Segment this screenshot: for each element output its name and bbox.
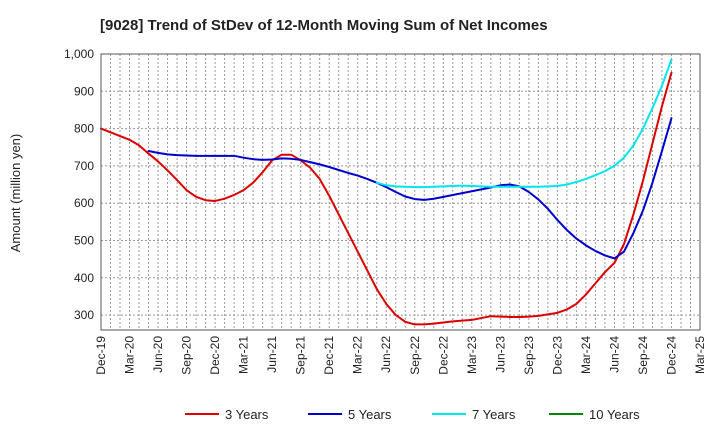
plot-area — [101, 54, 700, 330]
x-tick-label: Dec-22 — [436, 336, 450, 375]
x-tick-label: Dec-21 — [322, 336, 336, 375]
series-line-7-years — [375, 58, 673, 189]
y-tick-label: 900 — [74, 84, 94, 98]
legend: 3 Years 5 Years 7 Years 10 Years — [185, 407, 640, 422]
x-tick-label: Sep-20 — [180, 336, 194, 375]
series-lines — [100, 58, 673, 326]
plot-background — [101, 54, 700, 330]
y-tick-label: 400 — [74, 271, 94, 285]
grid-lines — [101, 53, 700, 330]
y-tick-label: 500 — [74, 233, 94, 247]
x-tick-label: Dec-20 — [208, 336, 222, 375]
y-tick-label: 600 — [74, 196, 94, 210]
legend-label: 3 Years — [225, 407, 269, 422]
chart-title: [9028] Trend of StDev of 12-Month Moving… — [100, 17, 548, 34]
y-tick-label: 700 — [74, 159, 94, 173]
x-tick-label: Dec-19 — [94, 336, 108, 375]
x-tick-label: Jun-24 — [607, 336, 621, 373]
series-line-3-years — [100, 71, 673, 326]
x-tick-label: Jun-23 — [493, 336, 507, 373]
x-tick-label: Sep-23 — [522, 336, 536, 375]
legend-label: 10 Years — [589, 407, 640, 422]
x-tick-label: Jun-20 — [151, 336, 165, 373]
x-tick-label: Sep-21 — [294, 336, 308, 375]
y-axis-ticks: 300 400 500 600 700 800 900 1,000 — [64, 47, 94, 322]
series-line-5-years — [147, 117, 673, 260]
plot-border — [100, 53, 701, 331]
y-tick-label: 800 — [74, 122, 94, 136]
x-tick-label: Jun-22 — [379, 336, 393, 373]
legend-label: 5 Years — [348, 407, 392, 422]
y-tick-label: 300 — [74, 308, 94, 322]
x-axis-ticks: Dec-19 Mar-20 Jun-20 Sep-20 Dec-20 Mar-21 Jun-… — [94, 336, 707, 375]
x-tick-label: Mar-20 — [123, 336, 137, 374]
x-tick-label: Dec-24 — [664, 336, 678, 375]
y-tick-label: 1,000 — [64, 47, 94, 61]
x-tick-label: Jun-21 — [265, 336, 279, 373]
x-tick-label: Sep-24 — [636, 336, 650, 375]
x-tick-label: Sep-22 — [408, 336, 422, 375]
y-axis-label: Amount (million yen) — [8, 134, 23, 253]
x-tick-label: Mar-24 — [579, 336, 593, 374]
x-tick-label: Mar-25 — [693, 336, 707, 374]
x-tick-label: Mar-22 — [351, 336, 365, 374]
legend-label: 7 Years — [472, 407, 516, 422]
x-tick-label: Mar-21 — [237, 336, 251, 374]
x-tick-label: Dec-23 — [550, 336, 564, 375]
x-tick-label: Mar-23 — [465, 336, 479, 374]
